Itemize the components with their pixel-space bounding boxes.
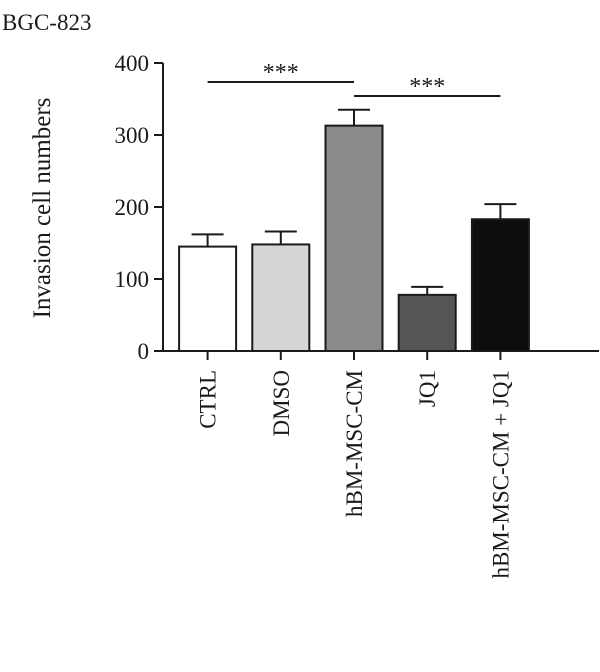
significance-brackets: *** ***: [207, 60, 501, 100]
y-tick-label: 100: [115, 267, 150, 292]
chart-title: BGC-823: [2, 10, 91, 35]
error-bars: [191, 108, 517, 295]
category-label: hBM-MSC-CM: [342, 370, 367, 517]
y-tick-label: 400: [115, 51, 150, 76]
bar: [324, 124, 384, 352]
category-label: hBM-MSC-CM + JQ1: [488, 370, 513, 579]
bar: [397, 293, 457, 352]
bar: [251, 243, 311, 352]
bar: [470, 218, 530, 352]
bar: [178, 245, 238, 353]
y-tick-label: 0: [138, 339, 150, 364]
bars: [178, 124, 530, 353]
category-label: JQ1: [415, 370, 440, 407]
y-tick-label: 300: [115, 123, 150, 148]
category-labels: CTRL DMSO hBM-MSC-CM JQ1 hBM-MSC-CM + JQ1: [196, 370, 514, 579]
significance-label: ***: [409, 74, 445, 100]
y-tick-label: 200: [115, 195, 150, 220]
y-axis-label: Invasion cell numbers: [29, 98, 56, 319]
significance-label: ***: [263, 60, 299, 86]
category-label: DMSO: [269, 370, 294, 436]
category-label: CTRL: [196, 370, 221, 429]
axes: 0 100 200 300 400: [115, 51, 599, 364]
